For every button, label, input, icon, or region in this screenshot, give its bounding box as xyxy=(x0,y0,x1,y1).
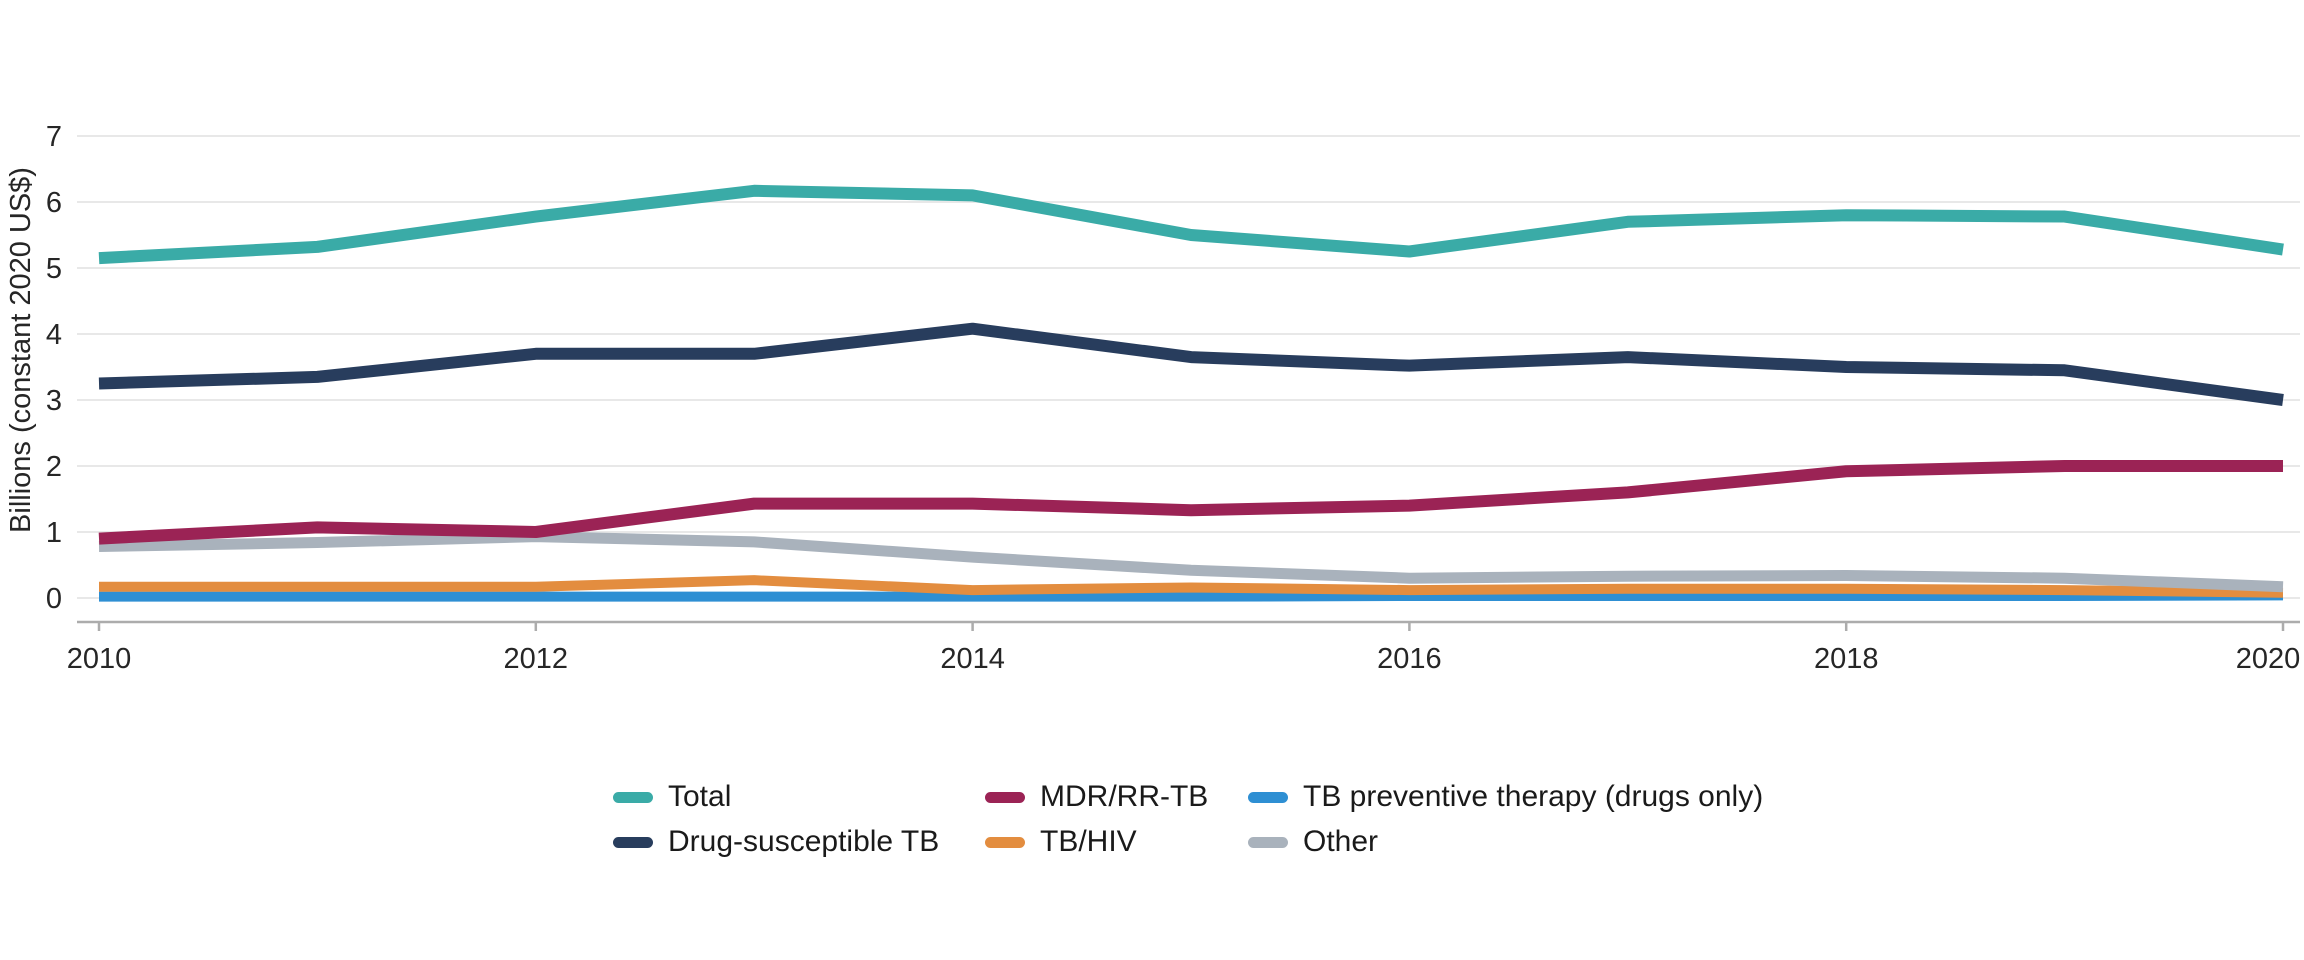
y-tick-label-6: 6 xyxy=(46,187,62,219)
legend-swatch-total xyxy=(613,791,653,803)
legend-swatch-mdr-rr-tb xyxy=(985,791,1025,803)
legend-item-tb-preventive-therapy[interactable]: TB preventive therapy (drugs only) xyxy=(1248,780,1763,814)
series-line-mdr-rr-tb xyxy=(98,460,2283,545)
legend-label-mdr-rr-tb: MDR/RR-TB xyxy=(1040,780,1209,813)
x-tick-label-2018: 2018 xyxy=(1814,643,1879,675)
legend-swatch-other xyxy=(1248,836,1288,848)
legend-item-tb-hiv[interactable]: TB/HIV xyxy=(985,825,1137,859)
x-tick-label-2020: 2020 xyxy=(2236,643,2301,675)
x-tick-label-2012: 2012 xyxy=(504,643,569,675)
series-line-tb-hiv xyxy=(99,575,2284,598)
y-tick-label-1: 1 xyxy=(46,517,62,549)
x-tick-label-2010: 2010 xyxy=(67,643,132,675)
y-tick-label-3: 3 xyxy=(46,385,62,417)
y-tick-label-4: 4 xyxy=(46,319,62,351)
series-line-drug-susceptible-tb xyxy=(98,322,2284,406)
legend-label-tb-preventive-therapy: TB preventive therapy (drugs only) xyxy=(1303,780,1764,813)
legend-item-mdr-rr-tb[interactable]: MDR/RR-TB xyxy=(985,780,1208,814)
legend-label-total: Total xyxy=(668,780,732,813)
legend-label-tb-hiv: TB/HIV xyxy=(1040,825,1137,858)
tb-funding-line-chart: 0 1 2 3 4 5 6 7 2010 2012 2014 2016 2018 2020 Billions… xyxy=(5,121,2301,675)
legend-swatch-tb-hiv xyxy=(985,836,1025,848)
legend-swatch-tb-preventive-therapy xyxy=(1248,791,1288,803)
legend-item-drug-susceptible-tb[interactable]: Drug-susceptible TB xyxy=(613,825,939,859)
series-line-total xyxy=(98,184,2284,265)
legend-label-drug-susceptible-tb: Drug-susceptible TB xyxy=(668,825,940,858)
legend-item-total[interactable]: Total xyxy=(613,780,731,814)
y-tick-label-5: 5 xyxy=(46,253,62,285)
y-tick-label-0: 0 xyxy=(46,583,62,615)
x-tick-label-2014: 2014 xyxy=(940,643,1005,675)
legend-item-other[interactable]: Other xyxy=(1248,825,1378,859)
x-tick-label-2016: 2016 xyxy=(1377,643,1442,675)
y-axis-title: Billions (constant 2020 US$) xyxy=(5,167,37,533)
y-tick-label-7: 7 xyxy=(46,121,62,153)
series-line-other xyxy=(98,531,2284,593)
series-line-tb-preventive-therapy-drugs-only xyxy=(99,590,2284,602)
legend-swatch-drug-susceptible-tb xyxy=(613,836,653,848)
legend-label-other: Other xyxy=(1303,825,1379,858)
y-tick-label-2: 2 xyxy=(46,451,62,483)
